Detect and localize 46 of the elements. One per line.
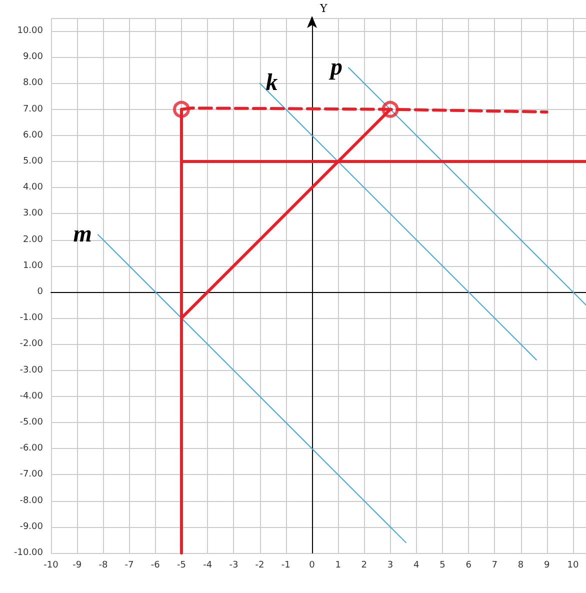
- x-tick-label: -5: [176, 560, 186, 570]
- series-label: p: [328, 54, 343, 81]
- y-tick-label: -8.00: [20, 496, 44, 506]
- x-tick-label: -8: [98, 560, 108, 570]
- y-tick-label: 5.00: [22, 156, 44, 167]
- y-tick-label: -10.00: [14, 548, 44, 558]
- y-tick-label: 7.00: [22, 104, 44, 114]
- y-tick-label: 2.00: [22, 234, 44, 245]
- y-axis-title: Y: [318, 2, 328, 15]
- y-tick-label: 1.00: [22, 260, 44, 271]
- x-tick-label: -6: [150, 560, 160, 570]
- series-label: m: [73, 222, 92, 248]
- x-tick-label: 5: [440, 560, 446, 570]
- y-tick-label: 8.00: [22, 78, 44, 88]
- y-tick-label: -9.00: [20, 522, 44, 532]
- y-tick-label: 4.00: [22, 182, 44, 193]
- y-tick-label: 10.00: [17, 26, 44, 36]
- series-label: k: [266, 70, 278, 96]
- y-tick-label: 0: [37, 287, 44, 298]
- x-tick-label: 1: [335, 560, 341, 570]
- x-tick-label: -1: [281, 560, 290, 570]
- x-tick-label: 2: [361, 560, 368, 570]
- y-tick-label: -1.00: [20, 313, 44, 324]
- y-tick-label: -7.00: [20, 470, 44, 480]
- y-tick-label: 6.00: [22, 130, 44, 140]
- x-tick-label: 6: [466, 560, 472, 570]
- x-tick-label: 8: [518, 560, 524, 570]
- x-tick-label: -4: [203, 560, 212, 570]
- x-tick-label: -2: [255, 560, 264, 570]
- x-tick-label: -3: [229, 560, 238, 570]
- x-tick-label: -10: [44, 560, 59, 570]
- x-tick-label: 4: [414, 560, 420, 570]
- x-tick-label: 9: [544, 560, 550, 570]
- x-tick-label: 7: [492, 560, 498, 570]
- y-tick-label: -6.00: [20, 444, 44, 454]
- y-tick-label: 9.00: [22, 52, 44, 62]
- y-tick-label: -4.00: [20, 391, 44, 402]
- x-tick-label: 0: [309, 560, 316, 570]
- y-tick-label: -5.00: [20, 418, 44, 428]
- y-tick-label: -2.00: [20, 339, 44, 350]
- y-tick-label: -3.00: [20, 365, 44, 376]
- x-tick-label: -9: [72, 560, 82, 570]
- y-tick-label: 3.00: [22, 208, 44, 219]
- x-tick-label: -7: [124, 560, 134, 570]
- x-tick-label: 10: [567, 560, 579, 570]
- x-tick-label: 3: [387, 560, 394, 570]
